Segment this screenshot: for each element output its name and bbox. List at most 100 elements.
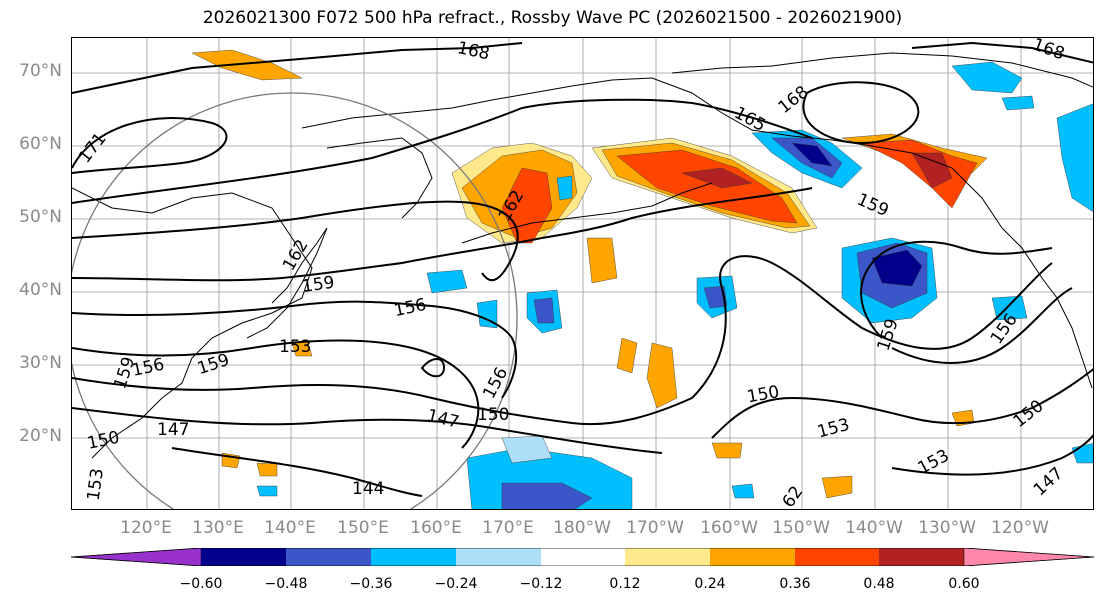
contour-label-150-b: 150	[745, 382, 780, 407]
lat-label-40n: 40°N	[19, 280, 62, 300]
contour-159	[72, 187, 813, 282]
contour-168-closed	[802, 81, 920, 145]
coast-asia	[72, 187, 313, 459]
contour-label-144: 144	[352, 479, 384, 499]
lon-label-160e: 160°E	[410, 518, 462, 538]
colorbar-tick-m036: −0.36	[349, 576, 393, 592]
colorbar-bin-6	[625, 548, 710, 566]
map-canvas: 168 168 168 165 171 162 162 159 159 159 …	[72, 38, 1093, 510]
contour-168-north	[911, 41, 1093, 64]
coast-siberia	[301, 92, 533, 129]
fill-patch-ne-blue3	[1001, 95, 1035, 111]
fill-patch-central-orange2	[646, 342, 678, 409]
fill-patch-east-midblue	[703, 285, 728, 309]
fill-patch-gulf-darkred	[681, 167, 753, 189]
contour-159-east	[860, 240, 1053, 339]
contour-label-153-d: 153	[84, 467, 108, 502]
contour-144	[171, 447, 423, 497]
contour-label-147-c: 147	[1030, 464, 1068, 501]
fill-patch-nw-orange	[191, 49, 303, 81]
radius-circle	[72, 92, 518, 509]
coast-aleutians	[461, 182, 713, 244]
contour-label-168-c: 168	[775, 82, 813, 118]
colorbar-over-extend	[963, 548, 1094, 566]
colorbar-bin-7	[710, 548, 795, 566]
lon-label-180w: 180°W	[553, 518, 611, 538]
contour-165	[72, 98, 813, 204]
colorbar-tick-012: 0.12	[609, 576, 641, 592]
lon-label-160w: 160°W	[700, 518, 758, 538]
lon-label-140w: 140°W	[845, 518, 903, 538]
colorbar-bin-4	[456, 548, 541, 566]
contour-label-153-a: 153	[279, 337, 311, 357]
fill-patch-central-midblue	[533, 297, 555, 324]
coast-arctic	[671, 52, 1093, 88]
contour-156	[72, 300, 518, 399]
lat-label-60n: 60°N	[19, 134, 62, 154]
colorbar-tick-m048: −0.48	[264, 576, 308, 592]
fill-patch-gulf-darkblue	[871, 249, 923, 287]
fill-patch-south-pale	[501, 435, 553, 464]
fill-patch-alaska-darkblue	[791, 142, 833, 167]
fill-patch-gulf-red	[616, 149, 798, 224]
lat-label-30n: 30°N	[19, 353, 62, 373]
colorbar-bin-8	[795, 548, 879, 566]
colorbar-bin-3	[371, 548, 456, 566]
fill-patch-ne-blue2	[1056, 103, 1093, 212]
contour-label-150-c: 150	[85, 428, 121, 454]
fill-patch-alaska-red	[861, 139, 978, 209]
contour-153-east	[691, 255, 1053, 399]
fill-patch-midcentral-orange	[711, 442, 743, 459]
positive-anomaly-fills	[191, 49, 988, 499]
colorbar-tick-m060: −0.60	[179, 576, 223, 592]
colorbar-under-extend	[71, 548, 202, 566]
lon-label-130w: 130°W	[918, 518, 976, 538]
contour-150	[72, 377, 693, 426]
contour-156-east	[891, 287, 1073, 364]
fill-patch-bering-blue	[556, 175, 573, 201]
fill-patch-alaska-darkred	[911, 152, 953, 189]
contour-label-159-a: 159	[301, 273, 336, 297]
lon-label-130e: 130°E	[192, 518, 244, 538]
contour-label-147-b: 147	[425, 406, 461, 433]
lat-label-70n: 70°N	[19, 61, 62, 81]
contour-label-150-a: 150	[477, 405, 509, 425]
fill-patch-central-orange	[616, 337, 638, 374]
contour-153	[72, 339, 480, 449]
colorbar-bin-1	[201, 548, 286, 566]
colorbar-tick-m024: −0.24	[434, 576, 478, 592]
colorbar-tick-024: 0.24	[694, 576, 726, 592]
contour-label-168-a: 168	[455, 38, 491, 64]
fill-patch-south-midblue	[501, 482, 593, 509]
contour-label-165: 165	[731, 103, 769, 136]
lon-label-170w: 170°W	[626, 518, 684, 538]
colorbar-tick-036: 0.36	[779, 576, 811, 592]
fill-patch-se-blue	[731, 483, 755, 499]
colorbar-bin-9	[879, 548, 964, 566]
colorbar-tick-060: 0.60	[948, 576, 980, 592]
map-title: 2026021300 F072 500 hPa refract., Rossby…	[202, 8, 903, 28]
fill-patch-sw-orange2	[256, 462, 278, 477]
contour-168	[72, 42, 523, 94]
colorbar-bin-5	[541, 548, 625, 566]
colorbar-tick-048: 0.48	[863, 576, 895, 592]
fill-patch-sw-blue	[256, 485, 278, 497]
contour-147	[72, 407, 663, 454]
negative-anomaly-fills	[256, 61, 1093, 509]
coast-japan	[246, 227, 328, 339]
fill-patch-se-orange	[821, 475, 853, 499]
map-panel: 168 168 168 165 171 162 162 159 159 159 …	[71, 37, 1094, 510]
lon-label-120e: 120°E	[120, 518, 172, 538]
contour-label-147-a: 147	[157, 420, 189, 440]
contour-label-159-c: 159	[854, 190, 892, 221]
fill-patch-west-blue	[426, 269, 468, 294]
contour-147-east	[891, 434, 1093, 476]
colorbar-bin-2	[286, 548, 371, 566]
graticule	[72, 38, 1093, 509]
geopotential-contours	[72, 41, 1093, 497]
coast-alaska	[531, 77, 1003, 229]
contour-label-62: 62	[779, 482, 808, 510]
lon-label-150e: 150°E	[337, 518, 389, 538]
lon-label-170e: 170°E	[482, 518, 534, 538]
contour-label-168-b: 168	[1030, 38, 1067, 64]
